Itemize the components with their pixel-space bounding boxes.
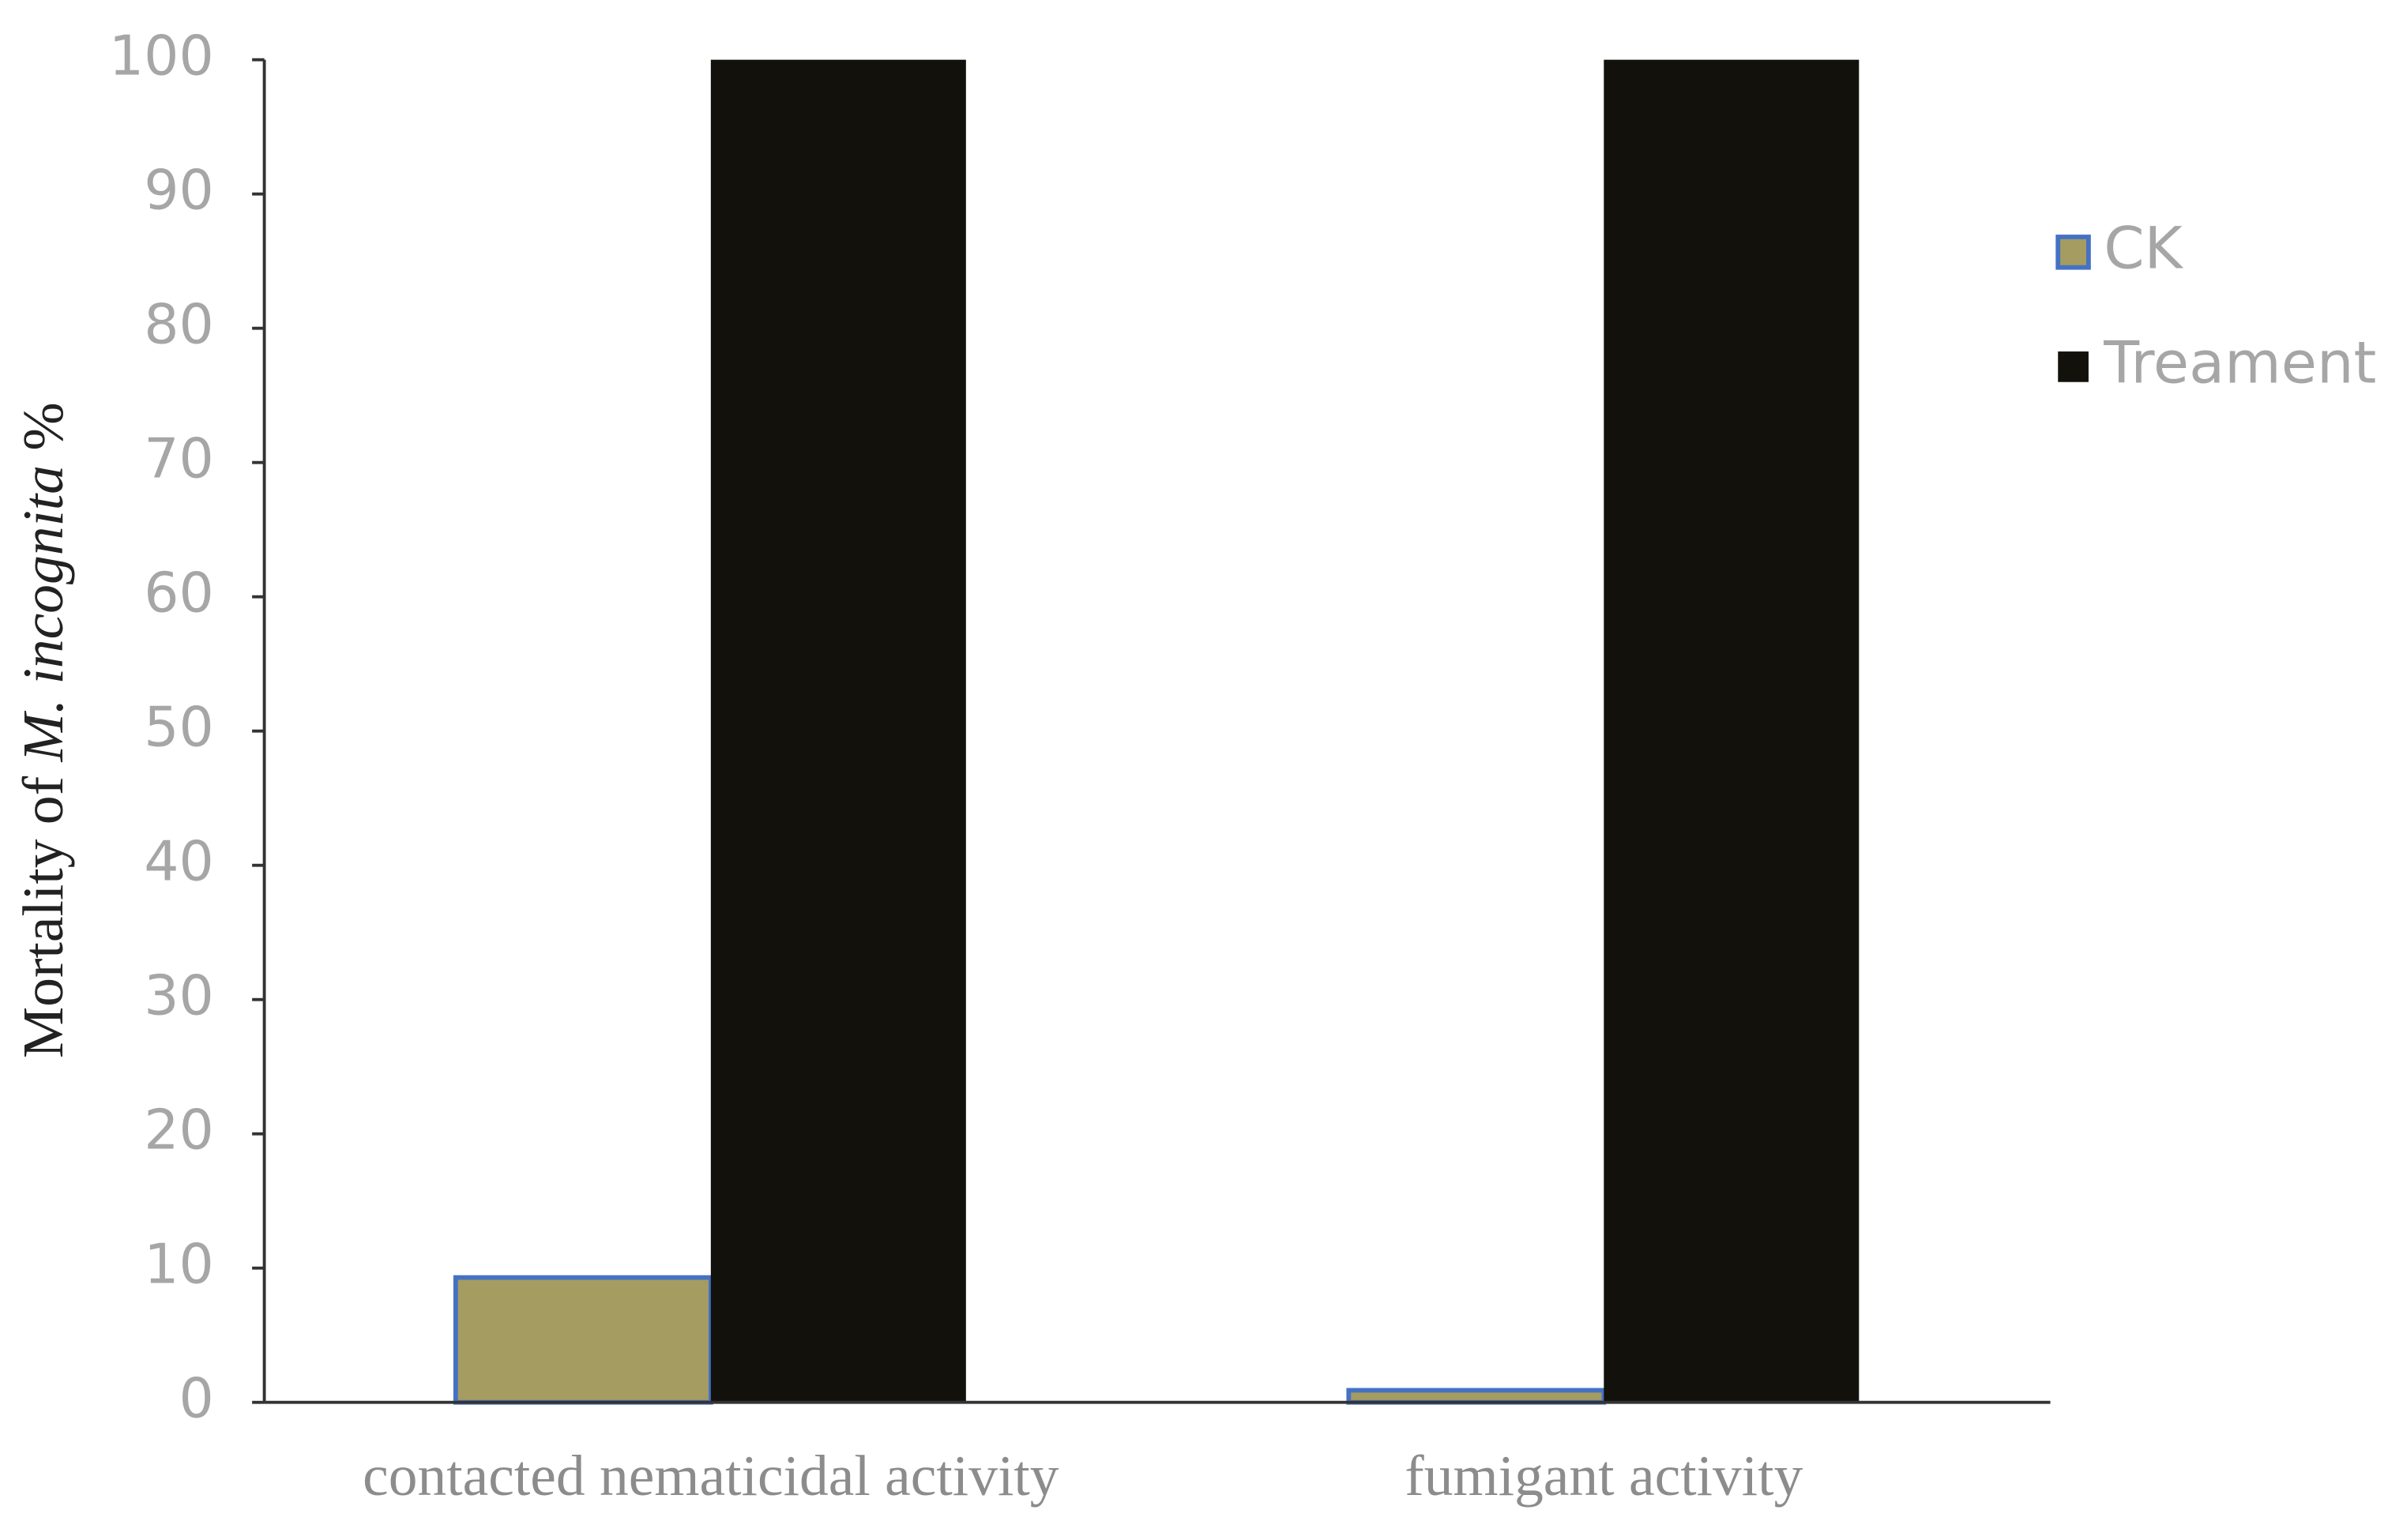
legend-swatch <box>2058 351 2089 382</box>
y-tick-label: 20 <box>144 1099 214 1163</box>
y-tick-label: 80 <box>144 293 214 357</box>
y-tick-label: 60 <box>144 562 214 625</box>
y-tick-label: 40 <box>144 830 214 894</box>
bar <box>453 1275 713 1405</box>
y-tick-label: 50 <box>144 696 214 760</box>
y-label-unit: % <box>11 402 75 450</box>
bar <box>1604 59 1860 1403</box>
y-tick-label: 90 <box>144 159 214 223</box>
legend-swatch <box>2055 235 2091 270</box>
y-axis-label: Mortality of M. incognita % <box>11 402 75 1058</box>
y-label-italic: M. incognita <box>11 465 75 763</box>
y-tick-label: 30 <box>144 964 214 1028</box>
legend-label: Treament <box>2103 329 2376 396</box>
x-tick-label: fumigant activity <box>1405 1444 1803 1508</box>
x-tick-label: contacted nematicidal activity <box>363 1444 1059 1508</box>
legend-label: CK <box>2104 215 2183 282</box>
y-label-text: Mortality of <box>11 776 75 1058</box>
y-tick-label: 70 <box>144 427 214 491</box>
bar <box>710 59 966 1403</box>
y-tick-label: 0 <box>179 1367 213 1431</box>
y-tick-label: 10 <box>144 1233 214 1297</box>
bar <box>1346 1388 1607 1405</box>
y-tick-label: 100 <box>109 24 214 88</box>
